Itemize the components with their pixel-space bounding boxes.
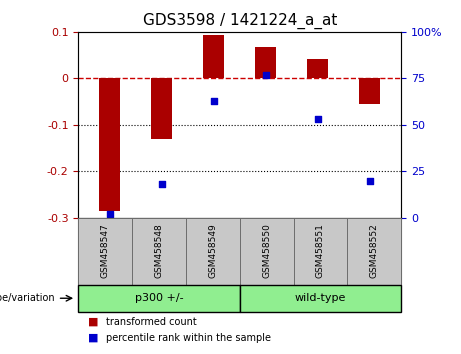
Text: GSM458550: GSM458550 xyxy=(262,223,271,278)
Text: GSM458548: GSM458548 xyxy=(154,223,164,278)
Bar xyxy=(203,35,224,78)
Text: ■: ■ xyxy=(88,333,101,343)
Bar xyxy=(360,78,380,104)
Text: GSM458547: GSM458547 xyxy=(101,223,110,278)
Point xyxy=(314,116,321,122)
Bar xyxy=(151,78,172,139)
Text: percentile rank within the sample: percentile rank within the sample xyxy=(106,333,271,343)
Bar xyxy=(255,47,276,78)
Point xyxy=(262,72,269,78)
Text: p300 +/-: p300 +/- xyxy=(135,293,183,303)
Text: GSM458552: GSM458552 xyxy=(370,223,378,278)
Point xyxy=(366,178,373,183)
Text: transformed count: transformed count xyxy=(106,317,197,327)
Text: GSM458551: GSM458551 xyxy=(316,223,325,278)
Bar xyxy=(307,59,328,78)
Point xyxy=(210,98,218,103)
Text: GSM458549: GSM458549 xyxy=(208,223,217,278)
Text: ■: ■ xyxy=(88,317,101,327)
Text: genotype/variation: genotype/variation xyxy=(0,293,55,303)
Bar xyxy=(99,78,120,211)
Title: GDS3598 / 1421224_a_at: GDS3598 / 1421224_a_at xyxy=(142,13,337,29)
Point xyxy=(158,181,165,187)
Text: wild-type: wild-type xyxy=(295,293,346,303)
Point xyxy=(106,211,113,217)
